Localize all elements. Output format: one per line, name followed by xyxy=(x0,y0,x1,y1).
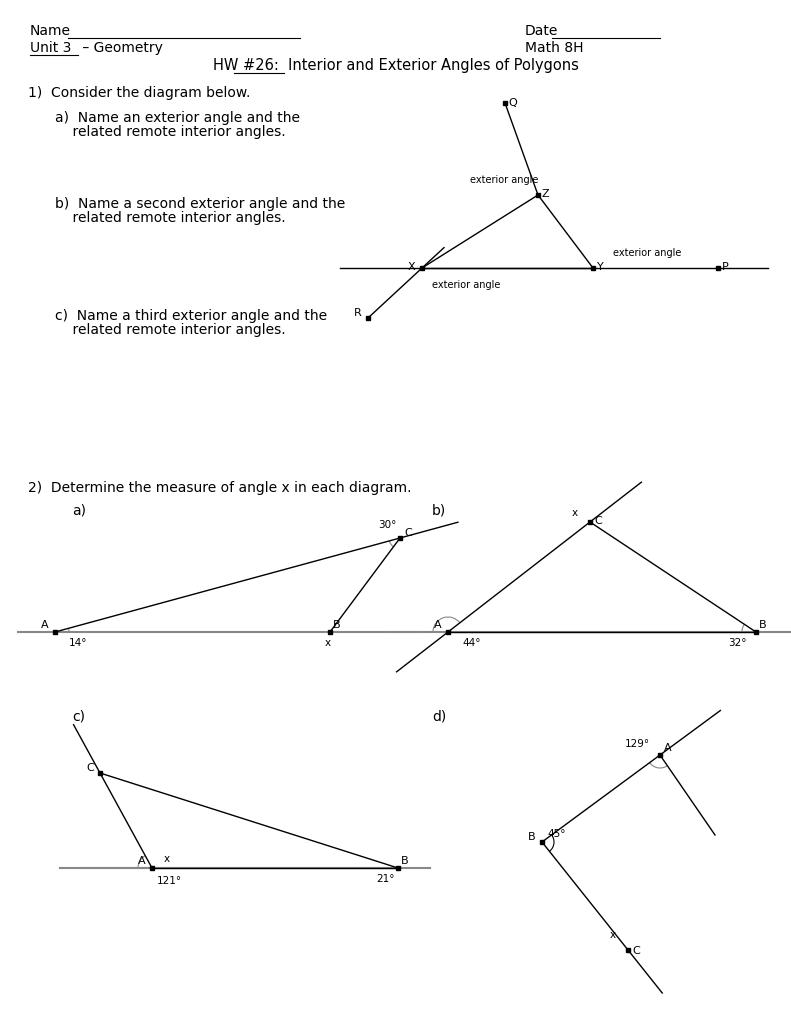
Text: HW #26:  Interior and Exterior Angles of Polygons: HW #26: Interior and Exterior Angles of … xyxy=(213,58,579,73)
Text: A: A xyxy=(138,856,146,866)
Text: 44°: 44° xyxy=(462,638,480,648)
Text: c): c) xyxy=(72,709,85,723)
Text: B: B xyxy=(528,831,536,842)
Text: exterior angle: exterior angle xyxy=(432,280,501,290)
Text: – Geometry: – Geometry xyxy=(78,41,163,55)
Text: C: C xyxy=(594,516,602,526)
Text: B: B xyxy=(401,856,409,866)
Text: related remote interior angles.: related remote interior angles. xyxy=(55,125,286,139)
Text: C: C xyxy=(86,763,94,773)
Text: exterior angle: exterior angle xyxy=(470,175,539,185)
Text: x: x xyxy=(610,930,616,940)
Text: Z: Z xyxy=(541,189,549,199)
Text: 45°: 45° xyxy=(547,829,566,839)
Text: x: x xyxy=(164,854,170,864)
Text: 121°: 121° xyxy=(157,876,182,886)
Text: P: P xyxy=(722,262,729,272)
Text: Math 8H: Math 8H xyxy=(525,41,584,55)
Text: Y: Y xyxy=(597,262,604,272)
Text: b)  Name a second exterior angle and the: b) Name a second exterior angle and the xyxy=(55,197,345,211)
Text: A: A xyxy=(664,743,672,753)
Text: 2)  Determine the measure of angle x in each diagram.: 2) Determine the measure of angle x in e… xyxy=(28,481,411,495)
Text: 1)  Consider the diagram below.: 1) Consider the diagram below. xyxy=(28,86,251,100)
Text: Name: Name xyxy=(30,24,71,38)
Text: b): b) xyxy=(432,504,446,518)
Text: 30°: 30° xyxy=(378,520,396,530)
Text: exterior angle: exterior angle xyxy=(613,248,681,258)
Text: a): a) xyxy=(72,504,86,518)
Text: a)  Name an exterior angle and the: a) Name an exterior angle and the xyxy=(55,111,300,125)
Text: 32°: 32° xyxy=(728,638,747,648)
Text: A: A xyxy=(41,620,48,630)
Text: B: B xyxy=(759,620,766,630)
Text: c)  Name a third exterior angle and the: c) Name a third exterior angle and the xyxy=(55,309,327,323)
Text: Date: Date xyxy=(525,24,558,38)
Text: 129°: 129° xyxy=(625,739,650,749)
Text: Unit 3: Unit 3 xyxy=(30,41,71,55)
Text: related remote interior angles.: related remote interior angles. xyxy=(55,323,286,337)
Text: x: x xyxy=(325,638,331,648)
Text: 14°: 14° xyxy=(69,638,88,648)
Text: R: R xyxy=(354,308,361,318)
Text: A: A xyxy=(434,620,441,630)
Text: C: C xyxy=(404,528,412,538)
Text: related remote interior angles.: related remote interior angles. xyxy=(55,211,286,225)
Text: B: B xyxy=(333,620,341,630)
Text: d): d) xyxy=(432,709,446,723)
Text: 21°: 21° xyxy=(376,874,395,884)
Text: X: X xyxy=(408,262,415,272)
Text: Q: Q xyxy=(508,98,517,108)
Text: x: x xyxy=(572,508,578,518)
Text: C: C xyxy=(632,946,640,956)
